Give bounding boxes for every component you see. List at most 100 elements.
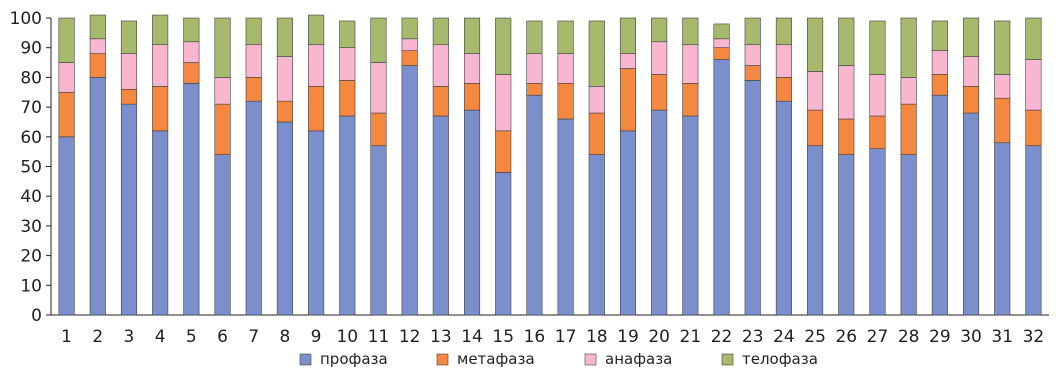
bar-segment (931, 20, 948, 51)
x-tick-label: 32 (1023, 327, 1045, 347)
bar-segment (807, 17, 824, 72)
bar-segment (651, 74, 668, 111)
bar-segment (557, 118, 574, 316)
bar-segment (744, 65, 761, 81)
x-tick-label: 10 (336, 327, 358, 347)
bar-segment (713, 38, 730, 49)
x-tick-label: 15 (492, 327, 514, 347)
bar-segment (838, 65, 855, 120)
bar-segment (962, 112, 980, 316)
bar-segment (744, 44, 761, 66)
y-tick-label: 70 (20, 98, 42, 118)
x-tick-label: 12 (399, 327, 421, 347)
bar-segment (900, 17, 917, 78)
bar-segment (58, 17, 75, 63)
bar-segment (183, 83, 200, 316)
bar-segment (339, 80, 356, 117)
bar-segment (651, 41, 668, 75)
bar-segment (588, 112, 605, 155)
y-tick-label: 40 (20, 187, 42, 207)
bar-segment (308, 130, 325, 316)
legend-label: анафаза (605, 350, 672, 368)
bar-segment (120, 20, 138, 54)
bar-segment (89, 14, 106, 40)
x-tick-label: 22 (711, 327, 733, 347)
bar-segment (245, 17, 262, 46)
bar-segment (526, 94, 543, 316)
bar-segment (1025, 59, 1042, 111)
x-tick-label: 4 (155, 327, 166, 347)
bar-segment (807, 145, 824, 316)
bar-segment (713, 59, 730, 316)
bar-segment (1025, 109, 1042, 147)
x-tick-label: 24 (773, 327, 795, 347)
x-tick-label: 6 (217, 327, 228, 347)
bar-segment (89, 38, 106, 54)
bar-segment (152, 86, 169, 132)
bar-segment (962, 86, 980, 114)
bar-segment (869, 74, 886, 117)
x-tick-label: 13 (430, 327, 452, 347)
bar-segment (869, 20, 886, 75)
x-tick-label: 21 (680, 327, 702, 347)
y-tick-label: 10 (20, 276, 42, 296)
bar-segment (245, 77, 262, 102)
x-tick-label: 26 (835, 327, 857, 347)
bar-segment (495, 172, 512, 316)
x-tick-label: 11 (368, 327, 390, 347)
bar-segment (651, 109, 668, 316)
bar-segment (1025, 17, 1042, 60)
bar-segment (775, 100, 792, 316)
bar-segment (588, 20, 605, 87)
legend-swatch (721, 353, 734, 366)
legend-swatch (436, 353, 449, 366)
bar-segment (308, 86, 325, 132)
bar-segment (463, 83, 481, 111)
bar-segment (214, 103, 231, 155)
y-tick-label: 80 (20, 68, 42, 88)
bar-segment (900, 103, 917, 155)
bar-segment (619, 53, 637, 69)
x-tick-label: 20 (648, 327, 670, 347)
bar-segment (713, 47, 730, 60)
bar-segment (588, 86, 605, 114)
bar-segment (713, 23, 730, 40)
bar-segment (432, 115, 449, 316)
legend-label: метафаза (457, 350, 535, 368)
bar-segment (775, 77, 792, 102)
bar-segment (807, 71, 824, 111)
bar-segment (152, 130, 169, 316)
bar-segment (495, 74, 512, 132)
legend-label: профаза (320, 350, 388, 368)
bar-segment (651, 17, 668, 43)
y-tick-label: 20 (20, 247, 42, 267)
x-tick-label: 16 (524, 327, 546, 347)
bar-segment (432, 17, 449, 46)
x-tick-label: 3 (124, 327, 135, 347)
bar-segment (58, 62, 75, 93)
bar-segment (526, 53, 543, 84)
legend-swatch (299, 353, 312, 366)
bar-segment (526, 83, 543, 96)
bar-segment (962, 56, 980, 87)
bar-segment (214, 77, 231, 105)
bar-segment (495, 130, 512, 173)
bar-segment (245, 100, 262, 316)
bar-segment (931, 74, 948, 96)
bar-segment (838, 118, 855, 155)
bar-segment (276, 100, 293, 123)
bar-segment (931, 50, 948, 75)
bar-segment (183, 62, 200, 84)
bar-segment (120, 53, 138, 90)
bar-segment (1025, 145, 1042, 316)
x-tick-label: 29 (929, 327, 951, 347)
bar-segment (370, 112, 387, 147)
x-tick-label: 1 (61, 327, 72, 347)
bar-segment (432, 86, 449, 117)
bar-segment (276, 17, 293, 57)
bar-segment (994, 20, 1011, 75)
bar-segment (775, 44, 792, 78)
bar-segment (900, 77, 917, 105)
x-tick-label: 14 (461, 327, 483, 347)
